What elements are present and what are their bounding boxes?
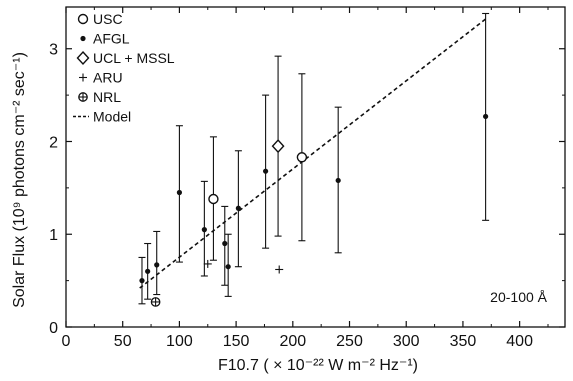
legend: USC AFGL UCL + MSSL ARU NRL Model	[73, 11, 175, 125]
filled-circle-marker	[201, 227, 207, 233]
x-tick-label: 300	[393, 333, 420, 350]
filled-circle-marker	[139, 278, 145, 284]
axis-ticks: 0 50 100 150 200 250 300 350 400 0 1 2 3	[49, 7, 565, 350]
open-circle-marker	[296, 152, 308, 163]
data-point-afgl	[139, 278, 145, 284]
data-point-afgl	[176, 189, 183, 196]
data-point-afgl	[222, 240, 228, 247]
y-axis-title: Solar Flux (10⁹ photons cm⁻² sec⁻¹)	[11, 52, 28, 308]
data-point-usc	[208, 193, 219, 205]
wavelength-annotation: 20-100 Å	[490, 289, 547, 305]
x-tick-label: 100	[166, 333, 193, 350]
filled-circle-marker	[335, 177, 341, 184]
data-point-afgl	[145, 268, 151, 274]
y-tick-label: 2	[49, 134, 58, 151]
plot-frame	[65, 6, 566, 328]
data-point-afgl	[235, 205, 241, 211]
filled-circle-marker	[222, 240, 228, 247]
legend-symbol	[78, 92, 88, 102]
x-tick-label: 350	[450, 333, 477, 350]
legend-symbol	[76, 50, 90, 66]
y-tick-label: 3	[49, 42, 58, 59]
data-point-afgl	[335, 177, 341, 184]
legend-label-model: Model	[93, 109, 131, 125]
data-point-usc	[296, 152, 308, 163]
legend-label: ARU	[93, 70, 123, 86]
open-circle-marker	[77, 13, 89, 25]
filled-circle-marker	[80, 35, 86, 42]
legend-symbol	[79, 73, 87, 82]
data-point-aru	[203, 259, 212, 268]
x-tick-label: 0	[62, 333, 71, 350]
data-point-afgl	[225, 264, 231, 270]
data-point-ucl-mssl	[271, 139, 285, 154]
filled-circle-marker	[263, 168, 269, 174]
legend-label: UCL + MSSL	[93, 50, 175, 66]
legend-symbol	[80, 35, 86, 42]
filled-circle-marker	[145, 268, 151, 274]
y-tick-label: 0	[49, 320, 58, 337]
data-point-afgl	[263, 168, 269, 174]
data-point-afgl	[201, 227, 207, 233]
filled-circle-marker	[154, 262, 160, 268]
open-diamond-marker	[76, 50, 90, 66]
filled-circle-marker	[176, 189, 183, 196]
filled-circle-marker	[483, 113, 489, 120]
data-point-nrl	[150, 297, 161, 307]
legend-label: AFGL	[93, 31, 130, 47]
plot-border	[65, 6, 566, 328]
data-point-afgl	[154, 262, 160, 268]
filled-circle-marker	[225, 264, 231, 270]
model-line	[139, 18, 487, 289]
legend-label: USC	[93, 11, 123, 27]
x-tick-label: 200	[279, 333, 306, 350]
x-axis-title: F10.7 ( × 10⁻²² W m⁻² Hz⁻¹)	[218, 357, 418, 374]
open-diamond-marker	[271, 139, 285, 154]
x-tick-label: 150	[223, 333, 250, 350]
data-point-afgl	[483, 113, 489, 120]
x-tick-label: 50	[114, 333, 132, 350]
legend-label: NRL	[93, 89, 121, 105]
x-tick-label: 400	[506, 333, 533, 350]
open-circle-marker	[208, 193, 219, 205]
y-tick-label: 1	[49, 227, 58, 244]
legend-symbol	[77, 13, 89, 25]
x-tick-label: 250	[336, 333, 363, 350]
data-point-aru	[275, 265, 284, 274]
model-dashed-line	[139, 18, 487, 289]
filled-circle-marker	[235, 205, 241, 211]
data-points	[138, 12, 490, 307]
